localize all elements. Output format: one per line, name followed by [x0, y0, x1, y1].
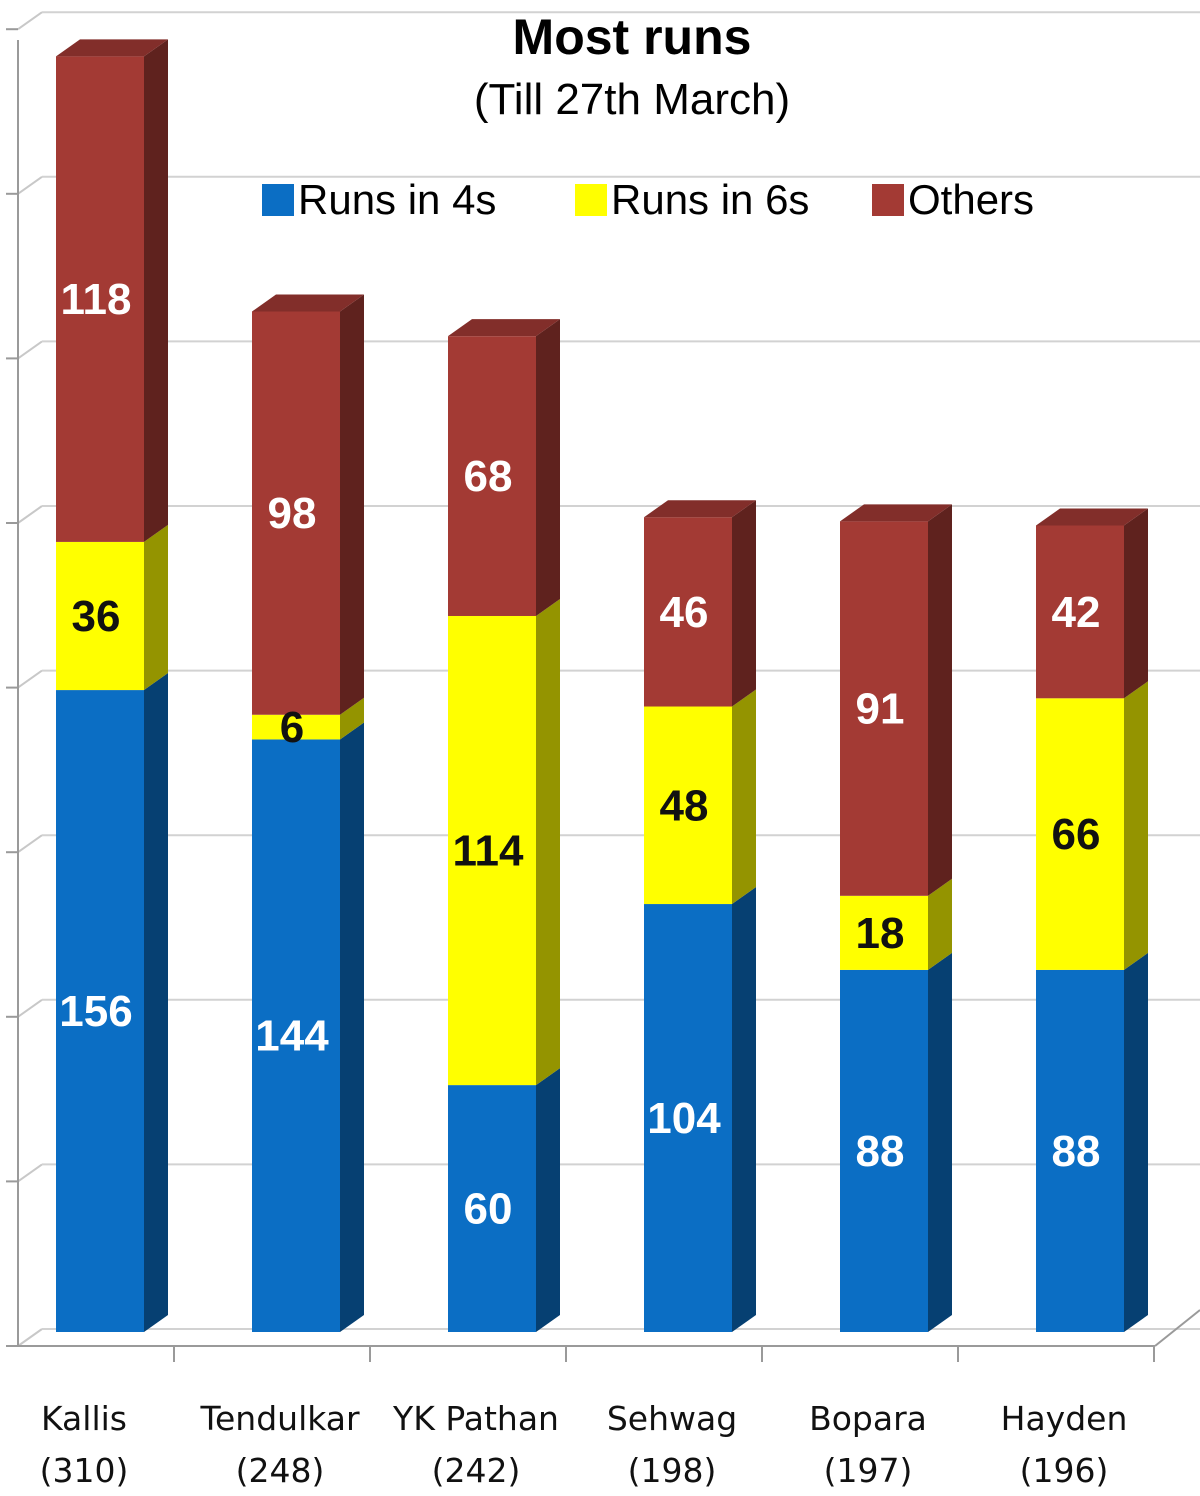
category-total-label: (196): [1020, 1451, 1109, 1490]
data-label: 104: [647, 1094, 721, 1143]
bar-segment: [840, 895, 928, 970]
bar-segment: [56, 56, 144, 542]
category-label: Tendulkar: [199, 1399, 360, 1438]
bar-top: [644, 500, 756, 518]
bar-segment: [1036, 698, 1124, 970]
axes: [6, 28, 1200, 1362]
bar-side: [928, 952, 952, 1332]
data-label: 6: [280, 703, 304, 752]
bar-side: [536, 1068, 560, 1332]
legend-label: Runs in 6s: [611, 176, 809, 223]
chart-title: Most runs: [513, 9, 752, 65]
gridlines: [17, 11, 1200, 1347]
data-label: 91: [856, 685, 905, 734]
gridline-depth: [17, 1328, 43, 1347]
data-label: 156: [59, 987, 132, 1036]
category-label: Sehwag: [607, 1399, 737, 1438]
legend-label: Runs in 4s: [298, 176, 496, 223]
bar-segment: [644, 904, 732, 1332]
gridline-depth: [17, 1163, 43, 1183]
bar-segment: [840, 521, 928, 896]
data-label: 88: [1052, 1127, 1101, 1176]
data-label: 42: [1052, 588, 1101, 637]
gridline-depth: [17, 175, 43, 195]
bar-side: [536, 319, 560, 616]
bar-side: [732, 689, 756, 905]
category-total-label: (242): [432, 1451, 521, 1490]
floor-edge: [1154, 1309, 1200, 1347]
bar-segment: [840, 969, 928, 1332]
category-total-label: (248): [236, 1451, 325, 1490]
gridline-depth: [17, 669, 43, 689]
data-label: 88: [856, 1127, 905, 1176]
bar-side: [536, 598, 560, 1086]
legend-swatch: [262, 184, 294, 216]
data-label: 144: [255, 1012, 329, 1061]
bar-side: [144, 524, 168, 691]
bar-top: [448, 319, 560, 337]
category-labels: Kallis (310) Tendulkar (248) YK Pathan (242) S…: [40, 1399, 1128, 1490]
data-label: 36: [72, 592, 121, 641]
gridline-depth: [17, 505, 43, 524]
bar-segment: [252, 714, 340, 740]
data-label: 18: [856, 909, 905, 958]
bar-segment: [448, 336, 536, 616]
category-label: Kallis: [41, 1399, 127, 1438]
gridline-depth: [17, 834, 43, 854]
data-label: 66: [1052, 810, 1101, 859]
bar-side: [1124, 681, 1148, 970]
bar-side: [1124, 508, 1148, 699]
bar-segment: [644, 517, 732, 707]
category-label: Hayden: [1001, 1399, 1128, 1438]
bar-segment: [644, 706, 732, 905]
bar-side: [144, 39, 168, 542]
bars: 156 36 118 144 6 98 60 114 68 104 48 46 88 18 91 88 66 42: [56, 39, 1148, 1332]
data-label: 46: [660, 588, 709, 637]
bar-side: [340, 722, 364, 1332]
bar-segment: [56, 690, 144, 1332]
gridline-depth: [17, 340, 43, 360]
category-total-label: (198): [628, 1451, 717, 1490]
data-label: 118: [61, 275, 132, 324]
bar-segment: [252, 739, 340, 1332]
legend: Runs in 4s Runs in 6s Others: [262, 176, 1034, 223]
chart-subtitle: (Till 27th March): [474, 75, 790, 124]
data-label: 68: [464, 452, 513, 501]
data-label: 98: [268, 489, 317, 538]
legend-swatch: [575, 184, 607, 216]
data-label: 60: [464, 1185, 513, 1234]
bar-side: [732, 500, 756, 707]
bar-top: [840, 504, 952, 522]
bar-side: [732, 887, 756, 1332]
bar-side: [340, 294, 364, 715]
bar-side: [928, 504, 952, 896]
bar-segment: [448, 1085, 536, 1332]
bar-segment: [1036, 969, 1124, 1332]
data-label: 48: [660, 781, 709, 830]
bar-side: [928, 878, 952, 970]
bar-top: [1036, 508, 1148, 526]
bar-segment: [56, 541, 144, 691]
category-label: Bopara: [809, 1399, 927, 1438]
category-total-label: (310): [40, 1451, 129, 1490]
bar-side: [1124, 952, 1148, 1332]
legend-label: Others: [908, 176, 1034, 223]
legend-swatch: [872, 184, 904, 216]
gridline-depth: [17, 11, 43, 31]
category-total-label: (197): [824, 1451, 913, 1490]
bar-top: [252, 294, 364, 312]
bar-top: [56, 39, 168, 57]
bar-segment: [252, 311, 340, 715]
bar-side: [144, 673, 168, 1332]
bar-segment: [448, 615, 536, 1086]
bar-segment: [1036, 525, 1124, 699]
bar-side: [340, 697, 364, 740]
category-label: YK Pathan: [392, 1399, 559, 1438]
data-label: 114: [453, 827, 525, 876]
gridline-depth: [17, 998, 43, 1018]
